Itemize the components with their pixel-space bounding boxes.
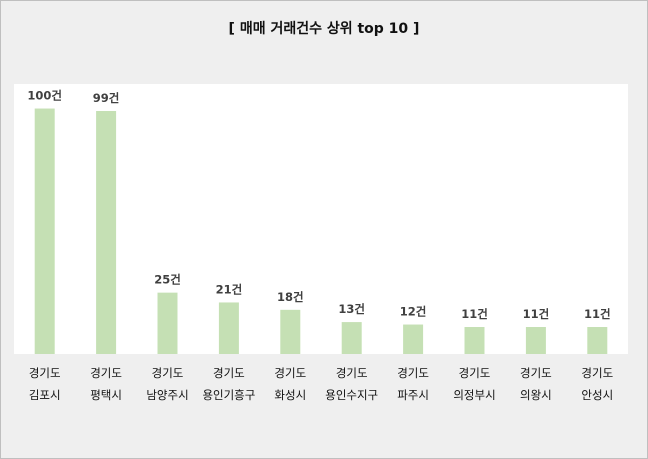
category-label-6-1: 파주시 bbox=[397, 388, 429, 402]
bar-5 bbox=[341, 322, 362, 354]
bar-2 bbox=[157, 292, 178, 354]
bar-9 bbox=[587, 327, 608, 354]
category-label-2-0: 경기도 bbox=[152, 366, 184, 380]
data-label-1: 99건 bbox=[93, 91, 120, 105]
bar-8 bbox=[525, 327, 546, 354]
bar-7 bbox=[464, 327, 485, 354]
bar-1 bbox=[96, 111, 117, 354]
data-label-7: 11건 bbox=[461, 307, 488, 321]
category-label-3-1: 용인기흥구 bbox=[202, 388, 255, 402]
chart-title: [ 매매 거래건수 상위 top 10 ] bbox=[228, 21, 420, 37]
category-label-0-0: 경기도 bbox=[29, 366, 61, 380]
category-label-4-1: 화성시 bbox=[274, 388, 306, 402]
plot-area bbox=[14, 84, 628, 354]
category-label-1-0: 경기도 bbox=[90, 366, 122, 380]
category-label-1-1: 평택시 bbox=[90, 388, 122, 402]
category-label-4-0: 경기도 bbox=[274, 366, 306, 380]
data-label-8: 11건 bbox=[523, 307, 550, 321]
category-label-6-0: 경기도 bbox=[397, 366, 429, 380]
bar-3 bbox=[218, 302, 239, 354]
data-label-4: 18건 bbox=[277, 290, 304, 304]
data-label-6: 12건 bbox=[400, 305, 427, 319]
category-label-3-0: 경기도 bbox=[213, 366, 245, 380]
data-label-9: 11건 bbox=[584, 307, 611, 321]
bar-0 bbox=[34, 108, 55, 354]
category-label-0-1: 김포시 bbox=[29, 388, 61, 402]
data-label-2: 25건 bbox=[154, 273, 181, 287]
category-label-5-0: 경기도 bbox=[336, 366, 368, 380]
category-label-9-0: 경기도 bbox=[581, 366, 613, 380]
category-label-8-1: 의왕시 bbox=[520, 388, 552, 402]
category-label-8-0: 경기도 bbox=[520, 366, 552, 380]
bar-4 bbox=[280, 309, 301, 354]
bar-6 bbox=[403, 324, 424, 354]
category-label-5-1: 용인수지구 bbox=[325, 388, 378, 402]
data-label-3: 21건 bbox=[216, 282, 243, 296]
data-label-0: 100건 bbox=[27, 89, 62, 103]
category-label-2-1: 남양주시 bbox=[146, 388, 188, 402]
data-label-5: 13건 bbox=[338, 302, 365, 316]
category-label-7-0: 경기도 bbox=[459, 366, 491, 380]
category-label-7-1: 의정부시 bbox=[453, 388, 495, 402]
category-label-9-1: 안성시 bbox=[581, 388, 613, 402]
